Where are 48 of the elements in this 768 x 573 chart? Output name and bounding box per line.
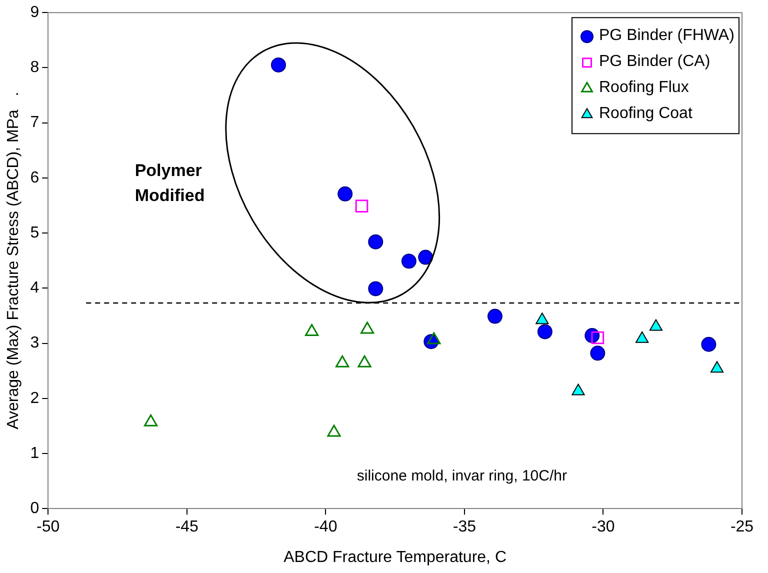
y-tick-label: 5 [30, 224, 40, 242]
y-tick-label: 0 [30, 500, 40, 518]
point [418, 250, 434, 265]
y-tick-label: 6 [30, 169, 40, 186]
point [427, 332, 441, 344]
point [338, 186, 353, 202]
point [144, 414, 158, 426]
point [401, 254, 416, 269]
point [304, 324, 319, 336]
point [701, 336, 716, 352]
legend-label: PG Binder (CA) [599, 53, 710, 70]
point [368, 234, 384, 250]
point [591, 331, 604, 344]
y-axis-title: Average (Max) Fracture Stress (ABCD), MPa . [5, 92, 22, 430]
point [327, 424, 341, 437]
point [590, 346, 606, 361]
point [649, 319, 663, 331]
y-tick-label: 8 [30, 59, 40, 76]
x-tick-label: -50 [36, 518, 60, 536]
x-tick-label: -40 [314, 518, 338, 536]
y-tick-label: 4 [30, 280, 40, 297]
point [360, 322, 374, 334]
point [336, 355, 350, 368]
y-tick-label: 1 [30, 444, 40, 462]
point [636, 331, 649, 343]
y-tick-label: 9 [30, 4, 40, 22]
x-axis-title: ABCD Fracture Temperature, C [284, 548, 506, 566]
legend-label: Roofing Flux [599, 79, 689, 96]
y-tick-label: 7 [30, 114, 40, 132]
legend-label: PG Binder (FHWA) [599, 27, 734, 44]
x-tick-label: -25 [730, 518, 754, 536]
point [710, 361, 724, 373]
point [358, 355, 372, 368]
x-tick-label: -35 [452, 518, 476, 536]
x-tick-label: -30 [592, 518, 615, 536]
y-tick-label: 2 [30, 390, 40, 407]
point [487, 308, 502, 324]
x-tick-label: -45 [175, 518, 199, 536]
point [537, 324, 552, 340]
point [572, 384, 585, 396]
point [368, 281, 384, 296]
point [536, 312, 549, 324]
point [270, 57, 286, 72]
y-tick-label: 3 [30, 334, 40, 352]
annotation: Polymer Modified [134, 160, 205, 205]
legend-label: Roofing Coat [599, 105, 693, 122]
point [355, 200, 368, 212]
annotation: silicone mold, invar ring, 10C/hr [356, 468, 567, 484]
